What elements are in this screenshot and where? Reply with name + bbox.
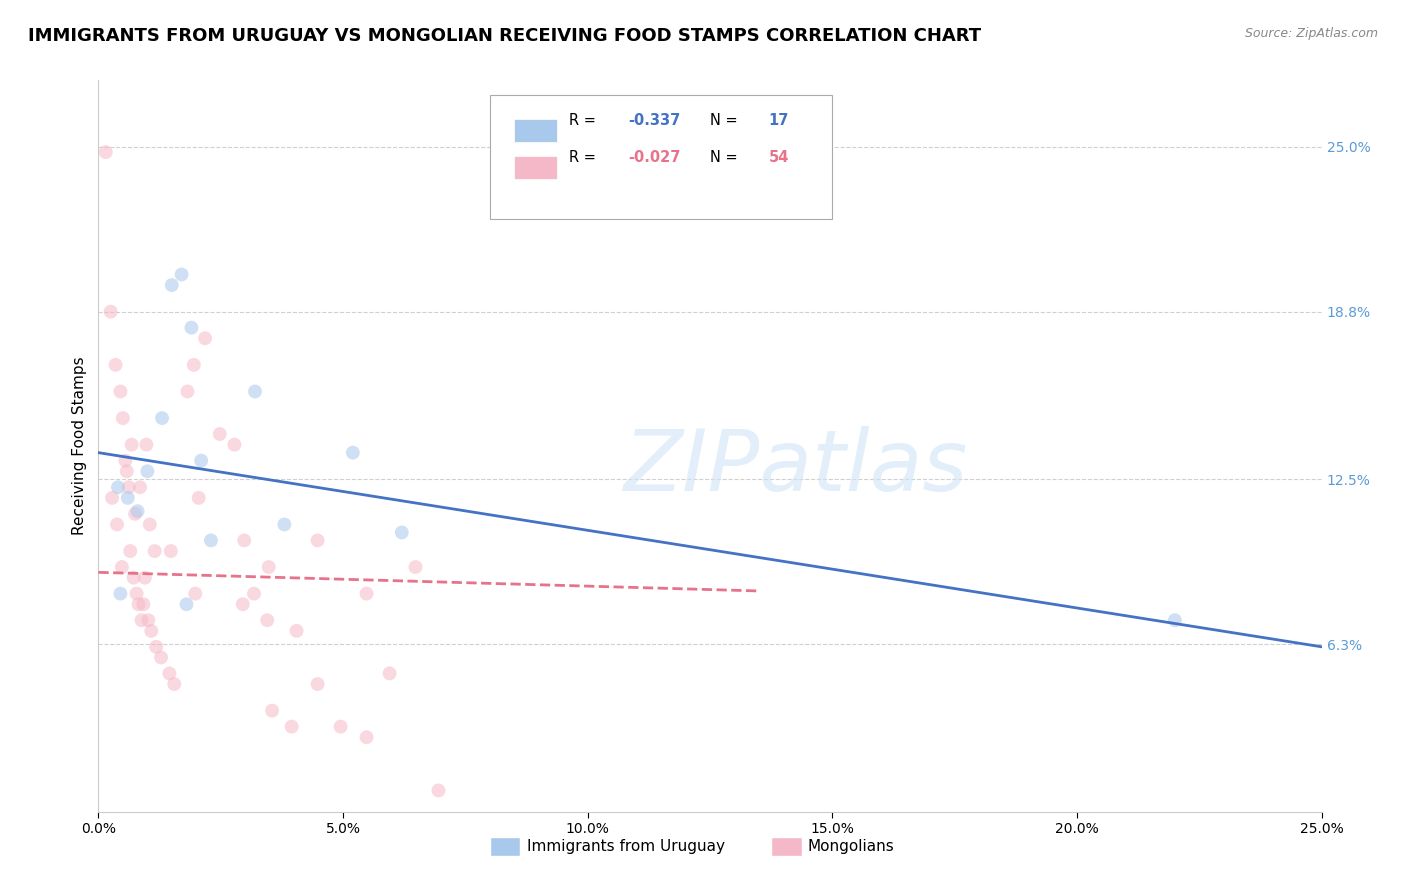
Bar	[772, 838, 801, 855]
Point	[427, 783, 450, 797]
Bar	[489, 838, 520, 855]
Point	[356, 586, 378, 600]
Point	[329, 720, 352, 734]
Point	[273, 517, 295, 532]
Point	[307, 533, 329, 548]
Point	[285, 624, 308, 638]
Point	[224, 438, 246, 452]
Point	[243, 586, 266, 600]
Point	[160, 278, 183, 293]
Text: N =: N =	[710, 113, 742, 128]
Text: Mongolians: Mongolians	[808, 838, 894, 854]
Point	[170, 268, 193, 282]
Point	[120, 544, 142, 558]
Point	[208, 427, 231, 442]
Point	[104, 358, 127, 372]
Point	[200, 533, 222, 548]
Point	[111, 411, 134, 425]
Text: N =: N =	[710, 150, 742, 165]
Text: Source: ZipAtlas.com: Source: ZipAtlas.com	[1244, 27, 1378, 40]
Point	[118, 480, 141, 494]
Point	[187, 491, 209, 505]
Point	[405, 560, 427, 574]
Point	[391, 525, 413, 540]
Point	[132, 597, 155, 611]
Point	[180, 320, 202, 334]
Point	[190, 453, 212, 467]
Point	[233, 533, 256, 548]
Point	[160, 544, 183, 558]
Point	[94, 145, 117, 160]
Point	[129, 480, 152, 494]
Text: IMMIGRANTS FROM URUGUAY VS MONGOLIAN RECEIVING FOOD STAMPS CORRELATION CHART: IMMIGRANTS FROM URUGUAY VS MONGOLIAN REC…	[28, 27, 981, 45]
Point	[163, 677, 186, 691]
Text: R =: R =	[569, 113, 600, 128]
Point	[136, 613, 159, 627]
Point	[257, 560, 280, 574]
Text: ZIPatlas: ZIPatlas	[623, 426, 967, 509]
FancyBboxPatch shape	[489, 95, 832, 219]
Point	[128, 597, 150, 611]
Point	[145, 640, 167, 654]
Point	[243, 384, 266, 399]
Text: -0.027: -0.027	[628, 150, 681, 165]
Point	[134, 571, 156, 585]
Bar	[515, 119, 557, 143]
Point	[135, 438, 157, 452]
Point	[256, 613, 278, 627]
Point	[280, 720, 302, 734]
Text: R =: R =	[569, 150, 600, 165]
Point	[176, 597, 198, 611]
Bar	[515, 155, 557, 179]
Point	[136, 464, 159, 478]
Point	[378, 666, 401, 681]
Point	[107, 480, 129, 494]
Point	[307, 677, 329, 691]
Point	[194, 331, 217, 345]
Point	[139, 517, 162, 532]
Point	[1164, 613, 1187, 627]
Point	[342, 445, 364, 459]
Point	[157, 666, 180, 681]
Point	[184, 586, 207, 600]
Point	[115, 464, 138, 478]
Point	[110, 586, 132, 600]
Point	[105, 517, 128, 532]
Point	[121, 438, 143, 452]
Point	[114, 453, 136, 467]
Point	[150, 411, 173, 425]
Point	[122, 571, 145, 585]
Point	[183, 358, 205, 372]
Text: 17: 17	[769, 113, 789, 128]
Point	[143, 544, 166, 558]
Text: Immigrants from Uruguay: Immigrants from Uruguay	[526, 838, 724, 854]
Point	[141, 624, 163, 638]
Text: -0.337: -0.337	[628, 113, 681, 128]
Point	[117, 491, 139, 505]
Point	[150, 650, 173, 665]
Point	[110, 384, 132, 399]
Point	[125, 586, 148, 600]
Point	[232, 597, 254, 611]
Point	[100, 304, 122, 318]
Point	[262, 704, 284, 718]
Text: 54: 54	[769, 150, 789, 165]
Point	[101, 491, 124, 505]
Point	[111, 560, 134, 574]
Point	[131, 613, 153, 627]
Point	[127, 504, 149, 518]
Point	[124, 507, 146, 521]
Y-axis label: Receiving Food Stamps: Receiving Food Stamps	[72, 357, 87, 535]
Point	[176, 384, 198, 399]
Point	[356, 731, 378, 745]
